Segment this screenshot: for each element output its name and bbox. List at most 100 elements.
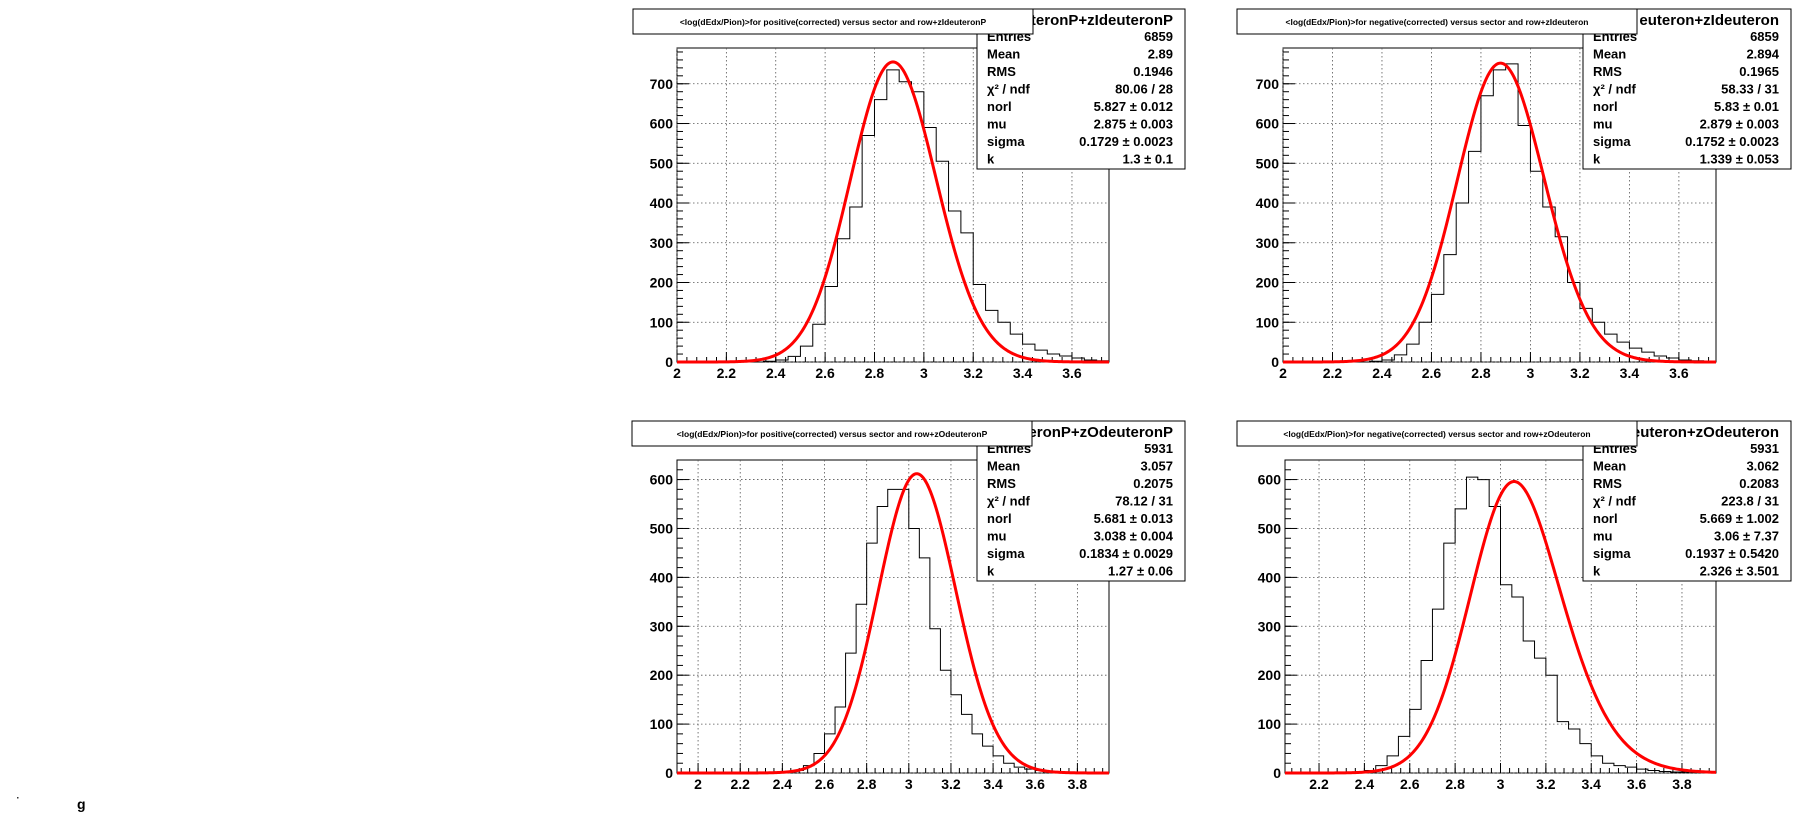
stat-value: 0.1834 ± 0.0029 — [1079, 546, 1173, 561]
stat-label: sigma — [987, 134, 1025, 149]
x-tick-label: 2 — [1279, 365, 1287, 381]
y-tick-label: 200 — [650, 667, 674, 683]
stat-value: 5.83 ± 0.01 — [1714, 99, 1779, 114]
x-tick-label: 2.2 — [1309, 776, 1329, 792]
stat-label: RMS — [1593, 476, 1622, 491]
stat-label: norl — [987, 511, 1012, 526]
y-tick-label: 600 — [650, 116, 674, 132]
stat-value: 0.1937 ± 0.5420 — [1685, 546, 1779, 561]
x-tick-label: 3.2 — [963, 365, 983, 381]
histogram-outline — [1283, 63, 1716, 363]
x-tick-label: 3.2 — [1570, 365, 1590, 381]
stats-box — [976, 420, 1186, 582]
stat-label: k — [987, 564, 995, 579]
y-tick-label: 300 — [1256, 235, 1280, 251]
x-tick-label: 2.2 — [730, 776, 750, 792]
histogram-panel: 2 2.2 2.4 2.6 2.8 3 3.2 3.4 3.6 0 100 200 300 400 500 6… — [632, 8, 1186, 381]
fit-curve — [1285, 480, 1717, 775]
x-tick-label: 3.4 — [983, 776, 1003, 792]
stats-box — [1582, 420, 1792, 582]
stat-value: 5.669 ± 1.002 — [1700, 511, 1779, 526]
x-tick-label: 3.6 — [1062, 365, 1082, 381]
y-tick-label: 100 — [1258, 716, 1282, 732]
y-tick-label: 300 — [1258, 618, 1282, 634]
x-tick-label: 2.8 — [857, 776, 877, 792]
stat-value: 2.89 — [1148, 47, 1173, 62]
x-tick-label: 3 — [905, 776, 913, 792]
stat-value: 5.681 ± 0.013 — [1094, 511, 1173, 526]
y-tick-label: 200 — [1258, 667, 1282, 683]
y-tick-label: 100 — [1256, 314, 1280, 330]
stat-value: 2.894 — [1746, 47, 1779, 62]
y-tick-label: 600 — [1258, 472, 1282, 488]
x-tick-label: 2.6 — [1422, 365, 1442, 381]
x-tick-label: 3.6 — [1026, 776, 1046, 792]
stat-label: mu — [1593, 529, 1613, 544]
stat-label: mu — [987, 117, 1007, 132]
x-tick-label: 3 — [1527, 365, 1535, 381]
stat-value: 0.1729 ± 0.0023 — [1079, 134, 1173, 149]
x-tick-label: 2.8 — [865, 365, 885, 381]
x-tick-label: 2.6 — [1400, 776, 1420, 792]
chart-title: <log(dEdx/Pion)>for positive(corrected) … — [677, 429, 988, 439]
stat-label: Mean — [987, 47, 1020, 62]
x-tick-label: 3 — [1497, 776, 1505, 792]
stat-value: 223.8 / 31 — [1721, 494, 1779, 509]
title-box — [1236, 420, 1638, 447]
stat-value: 0.2083 — [1739, 476, 1779, 491]
y-tick-label: 300 — [650, 235, 674, 251]
y-tick-label: 400 — [650, 195, 674, 211]
x-tick-label: 2 — [694, 776, 702, 792]
footer-mark: g — [77, 796, 86, 812]
stat-value: 78.12 / 31 — [1115, 494, 1173, 509]
stat-label: Mean — [1593, 459, 1626, 474]
stats-box — [976, 8, 1186, 170]
stat-label: mu — [1593, 117, 1613, 132]
x-tick-label: 2.4 — [773, 776, 793, 792]
stat-value: 0.2075 — [1133, 476, 1173, 491]
x-tick-label: 3.2 — [941, 776, 961, 792]
x-tick-label: 2.4 — [766, 365, 786, 381]
stat-label: mu — [987, 529, 1007, 544]
x-tick-label: 3 — [920, 365, 928, 381]
y-tick-label: 0 — [665, 354, 673, 370]
x-tick-label: 3.6 — [1669, 365, 1689, 381]
stat-label: χ² / ndf — [987, 82, 1031, 97]
x-tick-label: 2.4 — [1372, 365, 1392, 381]
stat-value: 0.1946 — [1133, 64, 1173, 79]
stat-value: 3.057 — [1140, 459, 1173, 474]
stat-label: RMS — [987, 476, 1016, 491]
stat-label: k — [1593, 152, 1601, 167]
stat-label: k — [1593, 564, 1601, 579]
stat-label: norl — [987, 99, 1012, 114]
stat-value: 0.1965 — [1739, 64, 1779, 79]
histogram-panel: 2 2.2 2.4 2.6 2.8 3 3.2 3.4 3.6 3.8 0 100 200 300 400 5… — [631, 420, 1186, 792]
histogram-panel: 2 2.2 2.4 2.6 2.8 3 3.2 3.4 3.6 0 100 200 300 400 500 6… — [1236, 8, 1792, 381]
stats-box — [1582, 8, 1792, 170]
title-box — [632, 8, 1034, 35]
stat-label: sigma — [1593, 134, 1631, 149]
x-tick-label: 2.6 — [815, 776, 835, 792]
stat-value: 0.1752 ± 0.0023 — [1685, 134, 1779, 149]
stat-value: 6859 — [1750, 29, 1779, 44]
stat-value: 2.875 ± 0.003 — [1094, 117, 1173, 132]
y-tick-label: 100 — [650, 716, 674, 732]
chart-title: <log(dEdx/Pion)>for negative(corrected) … — [1283, 429, 1590, 439]
stat-label: RMS — [1593, 64, 1622, 79]
x-tick-label: 3.8 — [1672, 776, 1692, 792]
y-tick-label: 0 — [1273, 765, 1281, 781]
stat-value: 1.3 ± 0.1 — [1122, 152, 1173, 167]
stat-label: sigma — [987, 546, 1025, 561]
x-tick-label: 3.4 — [1620, 365, 1640, 381]
y-tick-label: 400 — [1256, 195, 1280, 211]
x-tick-label: 2.4 — [1355, 776, 1375, 792]
y-tick-label: 700 — [650, 76, 674, 92]
x-tick-label: 2.6 — [815, 365, 835, 381]
x-tick-label: 3.4 — [1582, 776, 1602, 792]
title-box — [631, 420, 1033, 447]
stat-value: 1.339 ± 0.053 — [1700, 152, 1779, 167]
title-box — [1236, 8, 1638, 35]
footer-dot — [17, 797, 19, 799]
stat-value: 6859 — [1144, 29, 1173, 44]
stat-label: RMS — [987, 64, 1016, 79]
